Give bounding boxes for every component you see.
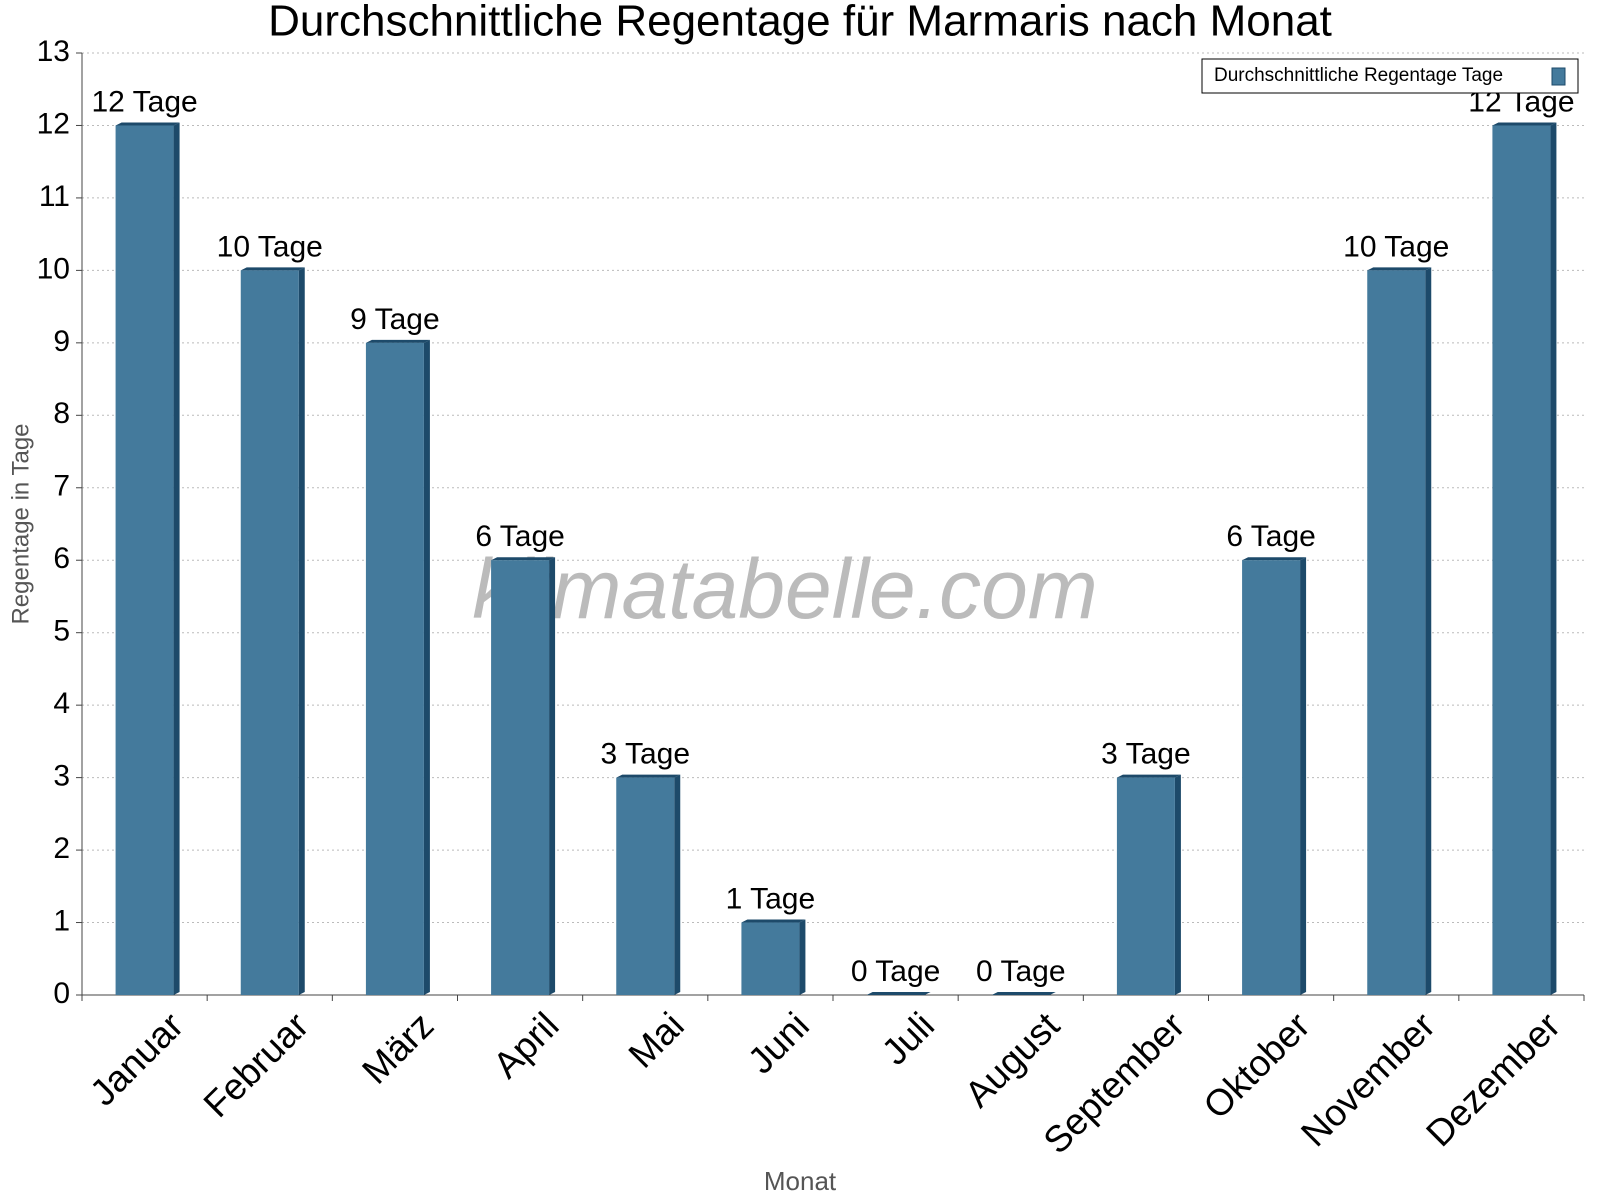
bar-face	[115, 125, 174, 995]
x-axis-label: Monat	[764, 1166, 837, 1196]
bar-top	[1367, 267, 1432, 271]
bar-side	[1174, 774, 1181, 995]
value-label: 0 Tage	[976, 955, 1066, 988]
chart-title: Durchschnittliche Regentage für Marmaris…	[268, 0, 1332, 46]
bar-side	[298, 267, 305, 995]
y-tick-label: 12	[37, 107, 70, 140]
y-tick-label: 13	[37, 35, 70, 68]
legend-box	[1201, 58, 1579, 94]
bar-top	[491, 557, 556, 561]
x-tick-label: November	[1293, 1005, 1443, 1155]
bar-face	[491, 560, 550, 995]
bar-side	[674, 774, 681, 995]
value-label: 3 Tage	[1101, 738, 1191, 771]
bar	[1492, 122, 1557, 995]
x-tick-label: Juni	[740, 1005, 817, 1082]
value-label: 9 Tage	[350, 303, 440, 336]
bar-face	[365, 342, 424, 995]
bar-face	[1492, 125, 1551, 995]
value-label: 6 Tage	[1226, 520, 1316, 553]
y-tick-label: 1	[53, 904, 70, 937]
bar	[741, 919, 806, 995]
y-tick-label: 9	[53, 325, 70, 358]
y-tick-label: 7	[53, 470, 70, 503]
value-label: 0 Tage	[851, 955, 941, 988]
value-label: 3 Tage	[600, 738, 690, 771]
bar-side	[423, 339, 430, 995]
bar-top	[1492, 122, 1557, 126]
bar	[491, 557, 556, 995]
value-label: 10 Tage	[217, 230, 323, 263]
bar-top	[240, 267, 305, 271]
bar-side	[173, 122, 180, 995]
legend-swatch	[1551, 67, 1566, 86]
bar	[1242, 557, 1307, 995]
y-tick-label: 10	[37, 252, 70, 285]
bar-face	[616, 777, 675, 995]
bar-side	[799, 919, 806, 995]
x-tick-label: Januar	[82, 1005, 191, 1114]
y-tick-label: 2	[53, 832, 70, 865]
bar	[1367, 267, 1432, 995]
bar-face	[1367, 270, 1426, 995]
y-axis-label: Regentage in Tage	[7, 423, 34, 624]
value-label: 12 Tage	[91, 85, 197, 118]
bar-side	[549, 557, 556, 995]
x-tick-label: April	[485, 1005, 566, 1086]
bar-face	[741, 922, 800, 995]
bar-side	[1425, 267, 1432, 995]
x-tick-label: Oktober	[1196, 1005, 1318, 1127]
bar	[1116, 774, 1181, 995]
bar-face	[1242, 560, 1301, 995]
x-tick-label: März	[354, 1005, 441, 1092]
bar	[240, 267, 305, 995]
y-tick-label: 8	[53, 397, 70, 430]
bar-top	[741, 919, 806, 923]
y-tick-label: 11	[39, 180, 70, 213]
bar	[991, 992, 1056, 995]
bar-top	[1116, 774, 1181, 778]
bar	[616, 774, 681, 995]
value-label: 1 Tage	[726, 882, 816, 915]
bar-top	[991, 992, 1056, 995]
value-label: 10 Tage	[1343, 230, 1449, 263]
x-tick-label: August	[957, 1004, 1068, 1115]
bar	[115, 122, 180, 995]
bar-top	[616, 774, 681, 778]
x-tick-label: Juli	[874, 1005, 942, 1073]
bar-top	[1242, 557, 1307, 561]
x-tick-label: Februar	[196, 1005, 317, 1126]
watermark: klimatabelle.com	[472, 542, 1098, 636]
bar-top	[866, 992, 931, 995]
bar-side	[1550, 122, 1557, 995]
x-tick-label: Mai	[621, 1005, 692, 1076]
y-tick-label: 6	[53, 542, 70, 575]
bar	[866, 992, 931, 995]
y-tick-label: 0	[53, 977, 70, 1010]
y-tick-label: 3	[53, 760, 70, 793]
x-tick-label: Dezember	[1418, 1005, 1568, 1155]
bar	[365, 339, 430, 995]
bar-face	[240, 270, 299, 995]
bar-top	[365, 339, 430, 343]
legend-label: Durchschnittliche Regentage Tage	[1214, 65, 1503, 86]
value-label: 6 Tage	[475, 520, 565, 553]
y-tick-label: 4	[53, 687, 70, 720]
bar-face	[1116, 777, 1175, 995]
y-tick-label: 5	[53, 615, 70, 648]
bar-side	[1300, 557, 1307, 995]
bar-top	[115, 122, 180, 126]
